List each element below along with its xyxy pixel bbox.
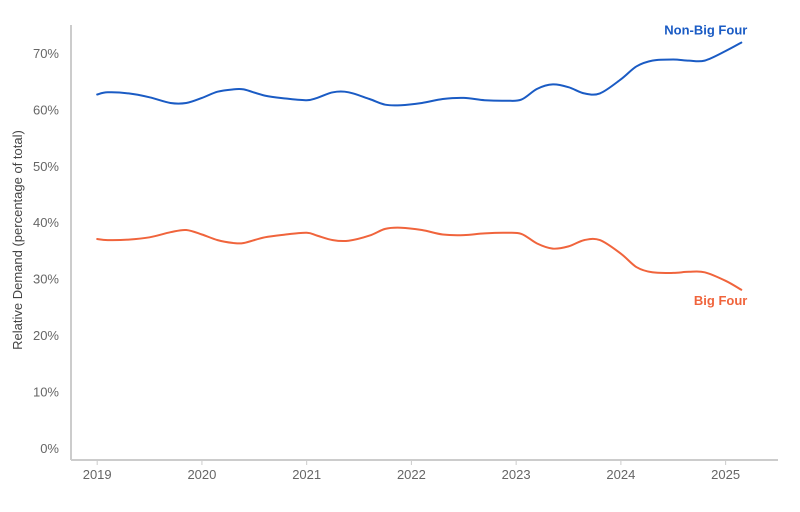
x-tick-label: 2020 bbox=[187, 467, 216, 482]
x-tick-label: 2025 bbox=[711, 467, 740, 482]
x-tick-label: 2022 bbox=[397, 467, 426, 482]
y-tick-label: 60% bbox=[33, 102, 59, 117]
y-axis-title: Relative Demand (percentage of total) bbox=[10, 130, 25, 350]
series-line-big-four bbox=[96, 226, 743, 291]
y-tick-label: 70% bbox=[33, 46, 59, 61]
y-tick-label: 10% bbox=[33, 385, 59, 400]
x-tick-label: 2024 bbox=[606, 467, 635, 482]
x-axis-ticks: 2019 2020 2021 2022 2023 2024 2025 bbox=[83, 460, 740, 482]
x-tick-label: 2023 bbox=[502, 467, 531, 482]
y-tick-label: 40% bbox=[33, 215, 59, 230]
y-tick-label: 30% bbox=[33, 272, 59, 287]
y-tick-label: 0% bbox=[40, 441, 59, 456]
series-line-non-big-four bbox=[96, 41, 743, 107]
series-label-non-big-four: Non-Big Four bbox=[664, 23, 747, 38]
x-tick-label: 2021 bbox=[292, 467, 321, 482]
series-lines bbox=[96, 41, 743, 291]
y-tick-label: 50% bbox=[33, 159, 59, 174]
x-tick-label: 2019 bbox=[83, 467, 112, 482]
y-tick-label: 20% bbox=[33, 328, 59, 343]
series-labels: Non-Big Four Big Four bbox=[664, 23, 747, 308]
series-label-big-four: Big Four bbox=[694, 293, 747, 308]
y-axis-ticks: 0% 10% 20% 30% 40% 50% 60% 70% bbox=[33, 46, 59, 456]
